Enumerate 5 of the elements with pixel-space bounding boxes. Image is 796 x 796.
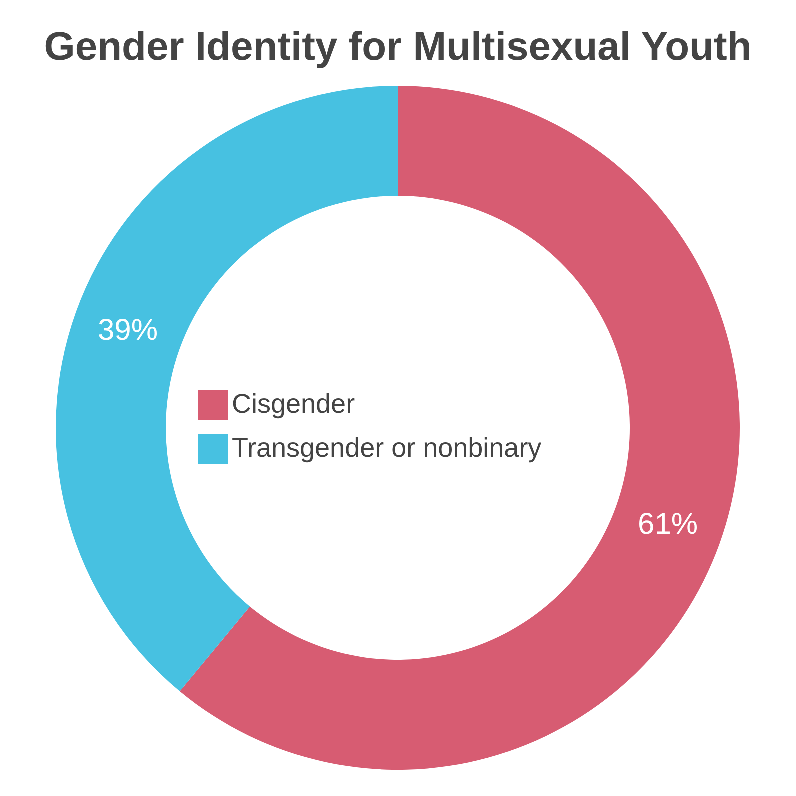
- data-label: 39%: [98, 314, 158, 347]
- data-label: 61%: [638, 508, 698, 542]
- chart-title: Gender Identity for Multisexual Youth: [44, 25, 752, 69]
- legend-label: Transgender or nonbinary: [232, 433, 542, 463]
- legend-label: Cisgender: [232, 389, 356, 419]
